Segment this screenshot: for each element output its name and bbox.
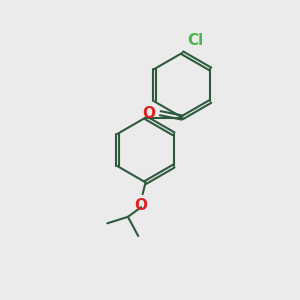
Text: O: O	[135, 198, 148, 213]
Text: Cl: Cl	[187, 32, 203, 47]
Text: O: O	[142, 106, 155, 121]
